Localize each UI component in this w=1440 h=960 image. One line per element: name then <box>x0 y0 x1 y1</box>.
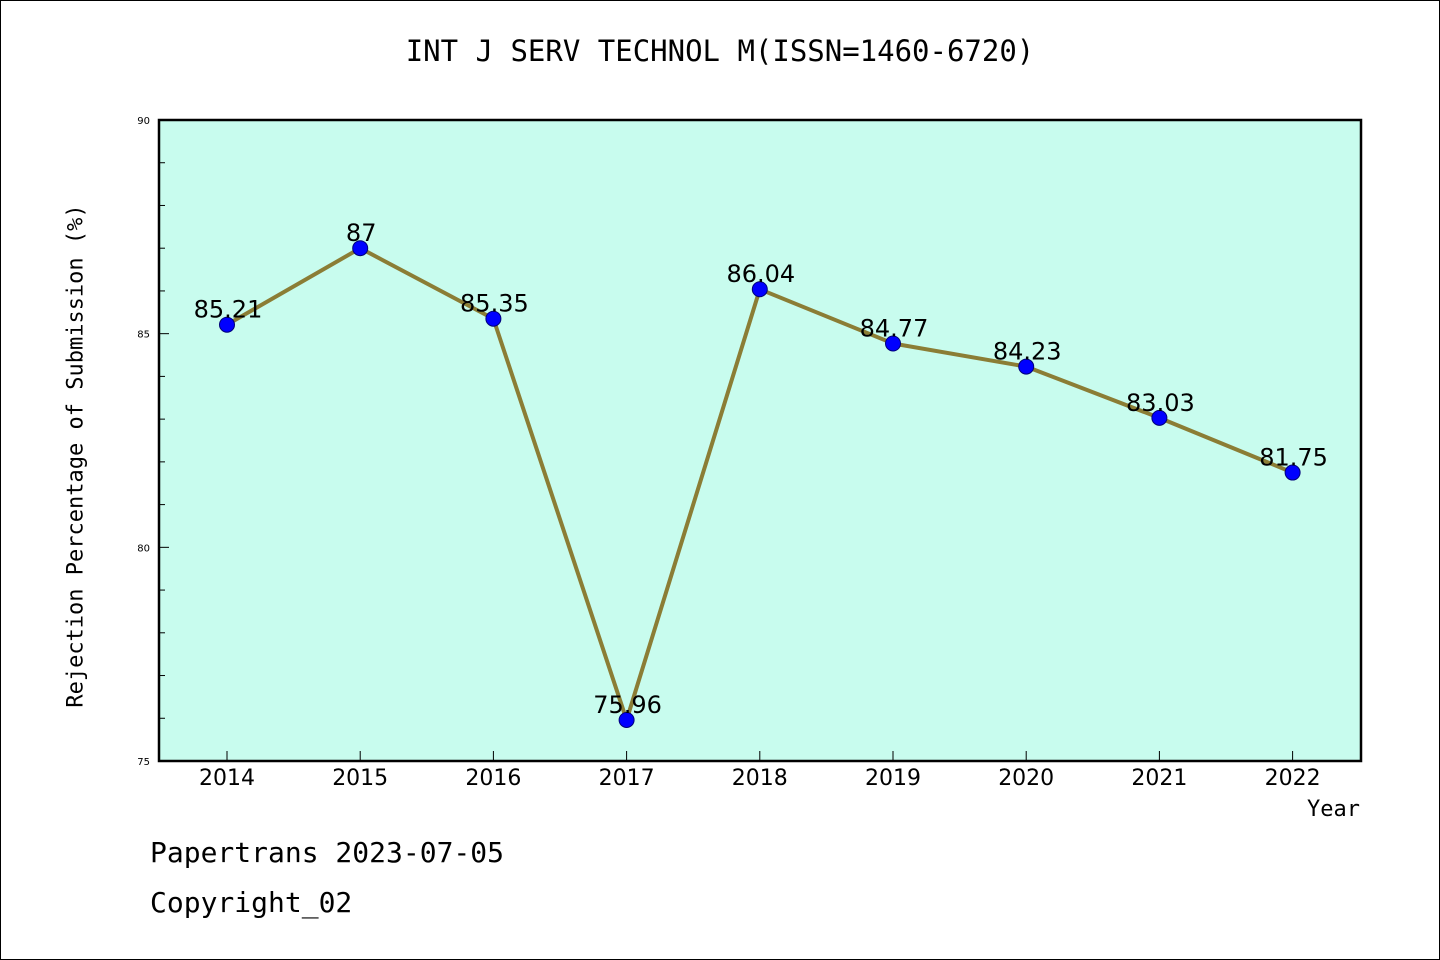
y-tick-label: 80 <box>137 543 150 554</box>
y-tick-label: 90 <box>137 116 150 127</box>
data-point <box>485 310 502 327</box>
y-tick-label: 85 <box>137 330 150 341</box>
plot-area <box>157 118 1363 763</box>
data-point <box>219 316 235 333</box>
footer-copyright: Copyright_02 <box>150 886 353 919</box>
x-tick-label: 2022 <box>1265 766 1321 791</box>
data-point <box>618 711 635 728</box>
data-label: 87 <box>346 219 377 247</box>
x-axis: 2014 2015 2016 2017 2018 2019 2020 2021 2022 <box>199 751 1321 791</box>
data-label: 81.75 <box>1259 444 1328 472</box>
x-tick-label: 2019 <box>865 766 921 791</box>
data-point <box>352 240 369 257</box>
x-tick-label: 2014 <box>199 766 255 791</box>
data-point <box>1018 358 1035 375</box>
data-label: 84.23 <box>993 338 1062 366</box>
data-label: 86.04 <box>726 260 795 288</box>
data-label: 75.96 <box>593 691 662 719</box>
data-point <box>1151 409 1168 426</box>
data-point <box>885 335 901 352</box>
data-label: 83.03 <box>1126 389 1195 417</box>
x-tick-label: 2015 <box>332 766 388 791</box>
x-tick-label: 2017 <box>599 766 655 791</box>
data-label: 85.21 <box>194 296 263 324</box>
x-axis-label: Year <box>1307 797 1360 822</box>
y-axis: 75 80 85 90 <box>137 116 169 768</box>
series: 85.21 87 85.35 75.96 86.04 84.77 84.23 83.03 81.… <box>194 219 1328 728</box>
x-tick-label: 2018 <box>732 766 788 791</box>
data-point <box>751 281 768 298</box>
x-tick-label: 2020 <box>998 766 1054 791</box>
data-label: 85.35 <box>460 290 529 318</box>
x-tick-label: 2016 <box>465 766 521 791</box>
footer-source: Papertrans 2023-07-05 <box>150 836 505 869</box>
chart-title: INT J SERV TECHNOL M(ISSN=1460-6720) <box>405 34 1035 68</box>
y-tick-label: 75 <box>137 757 150 768</box>
data-point <box>1284 464 1301 481</box>
data-label: 84.77 <box>860 314 929 342</box>
x-tick-label: 2021 <box>1131 766 1187 791</box>
